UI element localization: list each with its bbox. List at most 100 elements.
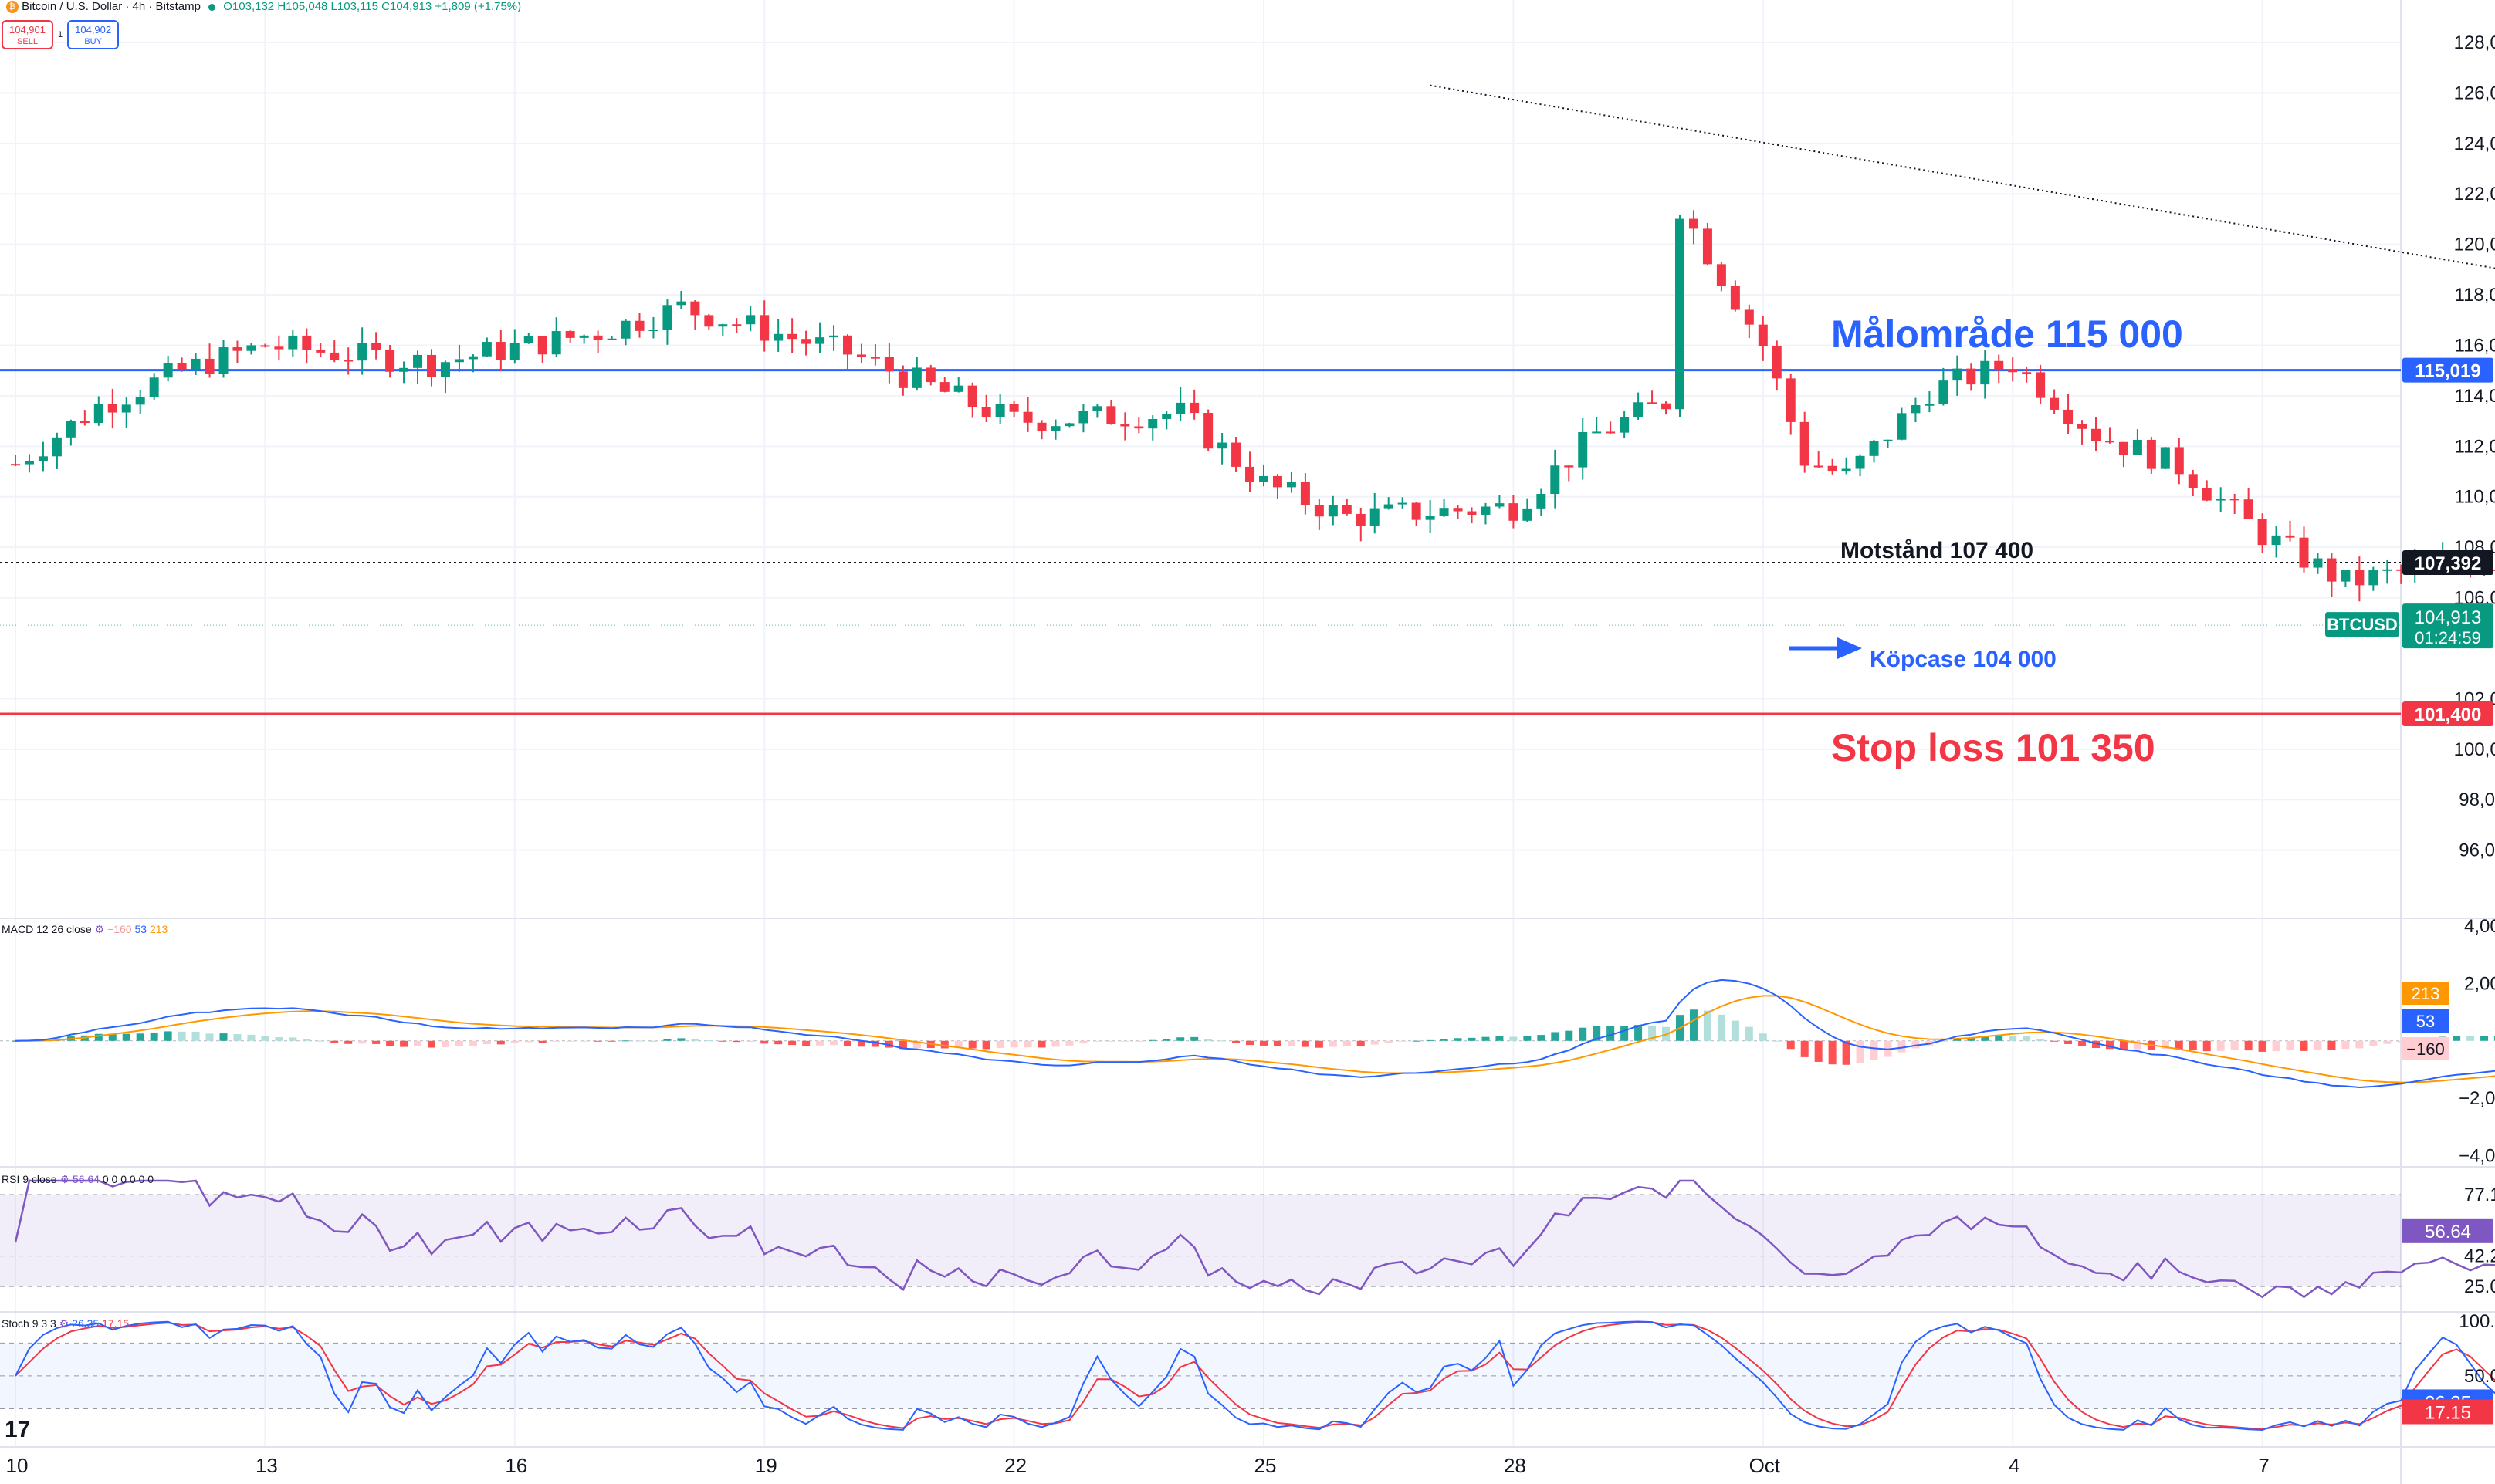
trendline[interactable] [1430,84,2495,636]
macd-histogram-bar [1204,1039,1213,1041]
price-tick-label: 100,000 [2454,739,2495,760]
macd-histogram-bar [1537,1035,1545,1041]
candle-body [2022,372,2032,374]
macd-histogram-bar [205,1033,214,1041]
macd-histogram-bar [428,1040,435,1048]
candle-body [593,335,603,340]
macd-histogram-bar [2369,1040,2378,1046]
candle-body [1217,442,1227,449]
candle-body [912,367,922,388]
candle-body [1620,417,1630,433]
candle-body [1606,431,1616,434]
macd-histogram-bar [1260,1040,1268,1046]
candle-body [371,342,381,350]
candle-body [1564,465,1574,468]
candle-body [1675,218,1684,410]
candle-body [1078,411,1088,424]
macd-histogram-bar [386,1040,394,1046]
candle-body [607,338,617,340]
macd-histogram-bar [1593,1026,1601,1041]
candle-body [718,324,728,327]
macd-value-box [2402,1037,2449,1060]
candle-body [1467,511,1477,515]
price-tick-label: 126,000 [2454,83,2495,103]
rsi-tick-label: 77.13 [2464,1185,2495,1205]
candle-body [1009,404,1019,412]
time-tick-label: 28 [1504,1454,1526,1477]
candle-body [93,404,103,424]
candle-body [1536,494,1546,509]
macd-histogram-bar [2327,1040,2336,1050]
candle-body [2146,439,2156,469]
candle-body [1369,508,1380,526]
candle-body [496,342,506,360]
macd-histogram-bar [1634,1025,1643,1041]
candle-body [1592,431,1602,434]
macd-histogram-bar [1412,1040,1420,1042]
macd-histogram-bar [1135,1040,1143,1042]
buy-button[interactable]: 104,902 BUY [67,20,120,49]
buy-label: BUY [84,37,102,46]
stoch-tick-label: 100.00 [2459,1311,2495,1332]
price-scale[interactable]: 128,000 126,000 124,000 122,000 120,000 118,0… [2325,32,2495,861]
macd-histogram-bar [1786,1040,1795,1050]
macd-histogram-bar [1287,1040,1295,1046]
candle-body [11,464,20,466]
candle-body [2299,537,2309,568]
arrow-head [1837,637,1862,659]
macd-histogram-bar [2480,1036,2489,1041]
time-axis[interactable]: 10131619222528Oct4710131619222528Nov4710… [6,1454,2495,1477]
candle-body [1092,406,1102,411]
buy-arrow-icon [1789,637,1862,659]
macd-histogram-bar [455,1040,463,1047]
macd-histogram-bar [2230,1040,2239,1050]
macd-histogram-bar [816,1040,824,1046]
candle-body [121,404,131,413]
macd-histogram-bar [1648,1025,1657,1041]
macd-histogram-bar [1800,1040,1809,1057]
macd-histogram-bar [1523,1036,1532,1041]
candle-body [38,456,48,461]
macd-histogram-bar [2216,1040,2225,1051]
candle-body [149,377,159,397]
price-tick-label: 120,000 [2454,235,2495,255]
candle-body [1245,466,1255,482]
time-tick-label: 16 [505,1454,527,1477]
price-tick-label: 112,000 [2455,436,2495,457]
candle-body [2327,558,2337,582]
candle-body [690,301,700,316]
candle-body [2174,447,2184,475]
candle-body [635,320,645,331]
macd-histogram-bar [1315,1040,1323,1048]
macd-histogram-bar [441,1040,449,1047]
price-tick-label: 116,000 [2455,335,2495,356]
candle-body [302,335,312,350]
time-tick-label: 7 [2258,1454,2269,1477]
macd-histogram-bar [1246,1040,1254,1046]
sell-button[interactable]: 104,901 SELL [2,20,53,49]
macd-histogram-bar [1606,1026,1615,1041]
macd-histogram-bar [1301,1040,1309,1047]
macd-histogram-bar [1565,1030,1573,1041]
candle-body [579,335,589,338]
time-tick-label: Oct [1749,1454,1781,1477]
macd-histogram-bar [414,1040,422,1046]
macd-histogram-bar [733,1040,741,1043]
macd-histogram-bar [746,1040,755,1042]
candle-body [1855,455,1865,469]
candle-body [2104,441,2114,443]
last-price-text: 104,913 [2415,607,2482,628]
candle-body [246,345,256,351]
macd-histogram-bar [2355,1040,2364,1049]
candle-body [2285,535,2295,538]
candle-body [1203,413,1214,449]
macd-histogram-bar [1689,1009,1698,1041]
candle-body [2008,370,2018,373]
macd-histogram-bar [1370,1040,1379,1045]
macd-histogram-bar [2133,1040,2141,1050]
candle-body [52,437,62,457]
candle-body [801,339,811,344]
